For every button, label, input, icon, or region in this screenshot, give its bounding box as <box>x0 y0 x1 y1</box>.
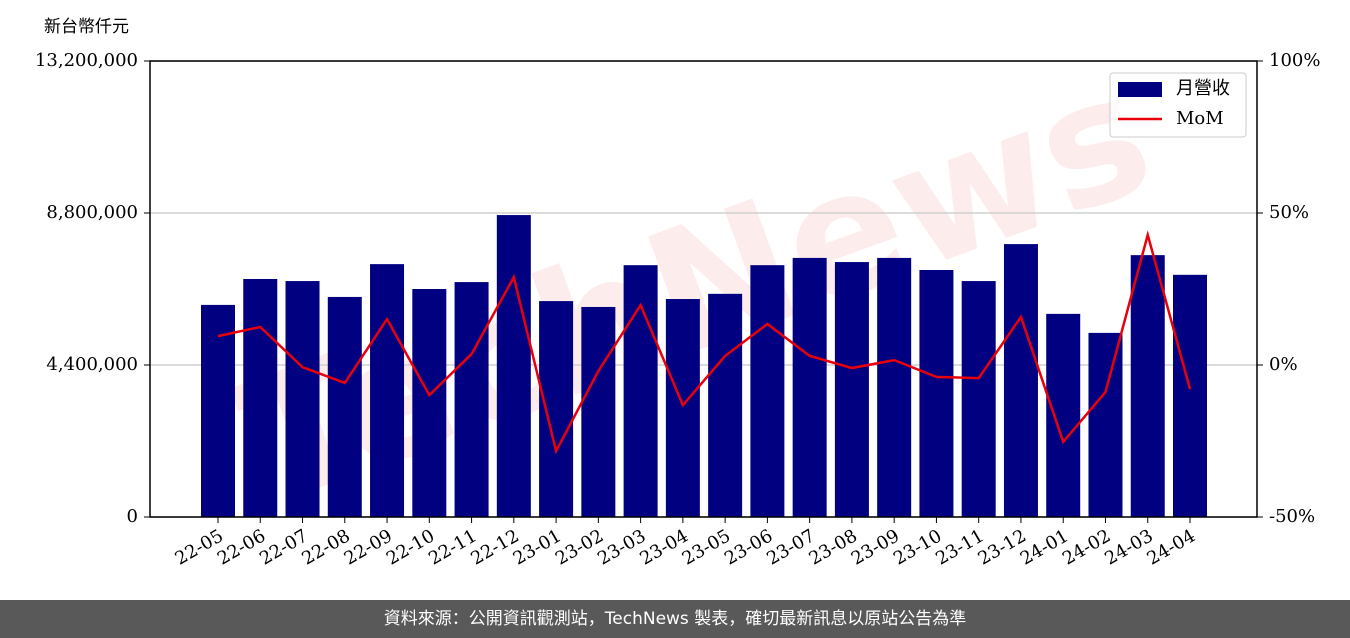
bar <box>750 265 785 517</box>
footer: 資料來源：公開資訊觀測站，TechNews 製表，確切最新訊息以原站公告為準 <box>0 600 1350 638</box>
bar <box>581 306 616 517</box>
bar <box>792 257 827 517</box>
bar <box>1003 244 1038 517</box>
bar <box>961 281 996 517</box>
bar <box>665 299 700 517</box>
bar <box>496 215 531 517</box>
bar <box>1046 313 1081 517</box>
legend-label: 月營收 <box>1176 78 1230 99</box>
bar <box>285 281 320 517</box>
bar <box>327 296 362 517</box>
y-tick-label: 4,400,000 <box>46 354 138 375</box>
bar <box>834 262 869 517</box>
chart: 新台幣仟元 TechNews 04,400,0008,800,00013,200… <box>35 17 1321 570</box>
y-axis-label: 新台幣仟元 <box>44 17 129 37</box>
bar <box>1173 274 1207 517</box>
bar <box>919 270 954 517</box>
plot-frame <box>149 60 1258 518</box>
bar <box>708 293 743 517</box>
bar <box>1088 332 1123 517</box>
bar <box>370 264 405 517</box>
y2-tick-label: 100% <box>1269 50 1320 71</box>
y2-tick-label: -50% <box>1269 506 1315 527</box>
y-tick-label: 8,800,000 <box>46 202 138 223</box>
bar <box>539 301 574 517</box>
bar <box>243 278 278 517</box>
bar <box>412 289 447 517</box>
y-tick-label: 0 <box>127 506 138 527</box>
legend-label: MoM <box>1176 108 1224 129</box>
y-tick-label: 13,200,000 <box>35 50 138 71</box>
x-tick-label: 24-04 <box>1144 525 1199 569</box>
bar <box>1130 255 1165 518</box>
legend-swatch <box>1118 82 1162 97</box>
line <box>217 230 1192 455</box>
bar <box>201 304 235 517</box>
bar <box>454 282 489 517</box>
y2-tick-label: 0% <box>1269 354 1298 375</box>
bar <box>877 257 912 517</box>
y2-tick-label: 50% <box>1269 202 1309 223</box>
